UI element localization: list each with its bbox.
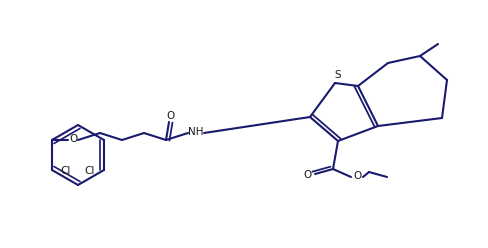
Text: O: O xyxy=(69,134,77,144)
Text: S: S xyxy=(334,70,341,80)
Text: Cl: Cl xyxy=(61,166,71,176)
Text: O: O xyxy=(352,171,360,181)
Text: O: O xyxy=(303,170,311,180)
Text: O: O xyxy=(165,111,174,121)
Text: Cl: Cl xyxy=(84,166,95,176)
Text: NH: NH xyxy=(188,127,203,137)
